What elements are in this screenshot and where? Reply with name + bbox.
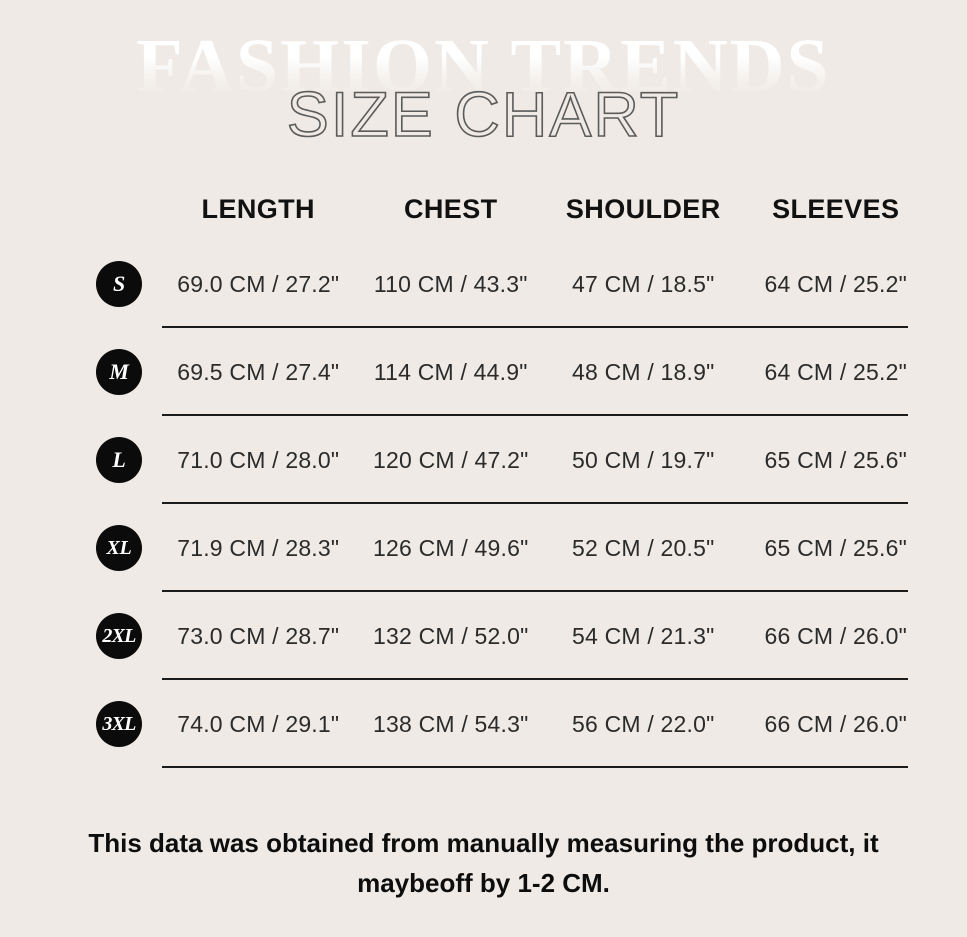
length-value: 73.0 CM / 28.7" [177,622,340,649]
table-row: M 69.5 CM / 27.4" 114 CM / 44.9" 48 CM /… [0,328,967,416]
sleeves-value: 65 CM / 25.6" [764,534,907,561]
size-cell: 3XL [96,701,162,747]
fashion-trends-watermark: FASHION TRENDS [0,28,967,104]
shoulder-value: 52 CM / 20.5" [572,534,715,561]
size-cell: L [96,437,162,483]
size-cell: M [96,349,162,395]
shoulder-value: 54 CM / 21.3" [572,622,715,649]
row-divider [162,326,908,328]
chest-value: 110 CM / 43.3" [373,270,528,297]
shoulder-value: 47 CM / 18.5" [572,270,715,297]
row-divider [162,678,908,680]
shoulder-value: 48 CM / 18.9" [572,358,715,385]
row-divider [162,502,908,504]
size-badge: 2XL [96,613,142,659]
size-chart-table: LENGTH CHEST SHOULDER SLEEVES S 69.0 CM … [0,178,967,768]
chest-value: 126 CM / 49.6" [373,534,529,561]
sleeves-value: 64 CM / 25.2" [764,358,907,385]
chest-value: 132 CM / 52.0" [373,622,529,649]
table-header-row: LENGTH CHEST SHOULDER SLEEVES [0,178,967,240]
chest-value: 114 CM / 44.9" [373,358,528,385]
chest-value: 120 CM / 47.2" [373,446,529,473]
measurement-disclaimer: This data was obtained from manually mea… [88,828,879,899]
column-header-chest: CHEST [403,193,498,224]
size-badge: M [96,349,142,395]
length-value: 74.0 CM / 29.1" [177,710,340,737]
column-header-sleeves: SLEEVES [772,193,900,224]
size-badge: XL [96,525,142,571]
table-row: 2XL 73.0 CM / 28.7" 132 CM / 52.0" 54 CM… [0,592,967,680]
chest-value: 138 CM / 54.3" [373,710,529,737]
table-row: S 69.0 CM / 27.2" 110 CM / 43.3" 47 CM /… [0,240,967,328]
page-title: SIZE CHART [286,80,681,150]
title-area: FASHION TRENDS SIZE CHART [0,0,967,170]
size-cell: XL [96,525,162,571]
table-row: L 71.0 CM / 28.0" 120 CM / 47.2" 50 CM /… [0,416,967,504]
row-divider [162,414,908,416]
table-body: S 69.0 CM / 27.2" 110 CM / 43.3" 47 CM /… [0,240,967,768]
length-value: 71.0 CM / 28.0" [177,446,340,473]
row-divider [162,766,908,768]
length-value: 71.9 CM / 28.3" [177,534,340,561]
size-badge: 3XL [96,701,142,747]
size-badge: S [96,261,142,307]
size-cell: S [96,261,162,307]
shoulder-value: 56 CM / 22.0" [572,710,715,737]
table-row: 3XL 74.0 CM / 29.1" 138 CM / 54.3" 56 CM… [0,680,967,768]
sleeves-value: 66 CM / 26.0" [764,710,907,737]
row-divider [162,590,908,592]
column-header-length: LENGTH [201,193,315,224]
shoulder-value: 50 CM / 19.7" [572,446,715,473]
size-cell: 2XL [96,613,162,659]
sleeves-value: 65 CM / 25.6" [764,446,907,473]
length-value: 69.5 CM / 27.4" [177,358,340,385]
column-header-shoulder: SHOULDER [565,193,721,224]
table-row: XL 71.9 CM / 28.3" 126 CM / 49.6" 52 CM … [0,504,967,592]
length-value: 69.0 CM / 27.2" [177,270,340,297]
sleeves-value: 64 CM / 25.2" [764,270,907,297]
size-badge: L [96,437,142,483]
sleeves-value: 66 CM / 26.0" [764,622,907,649]
